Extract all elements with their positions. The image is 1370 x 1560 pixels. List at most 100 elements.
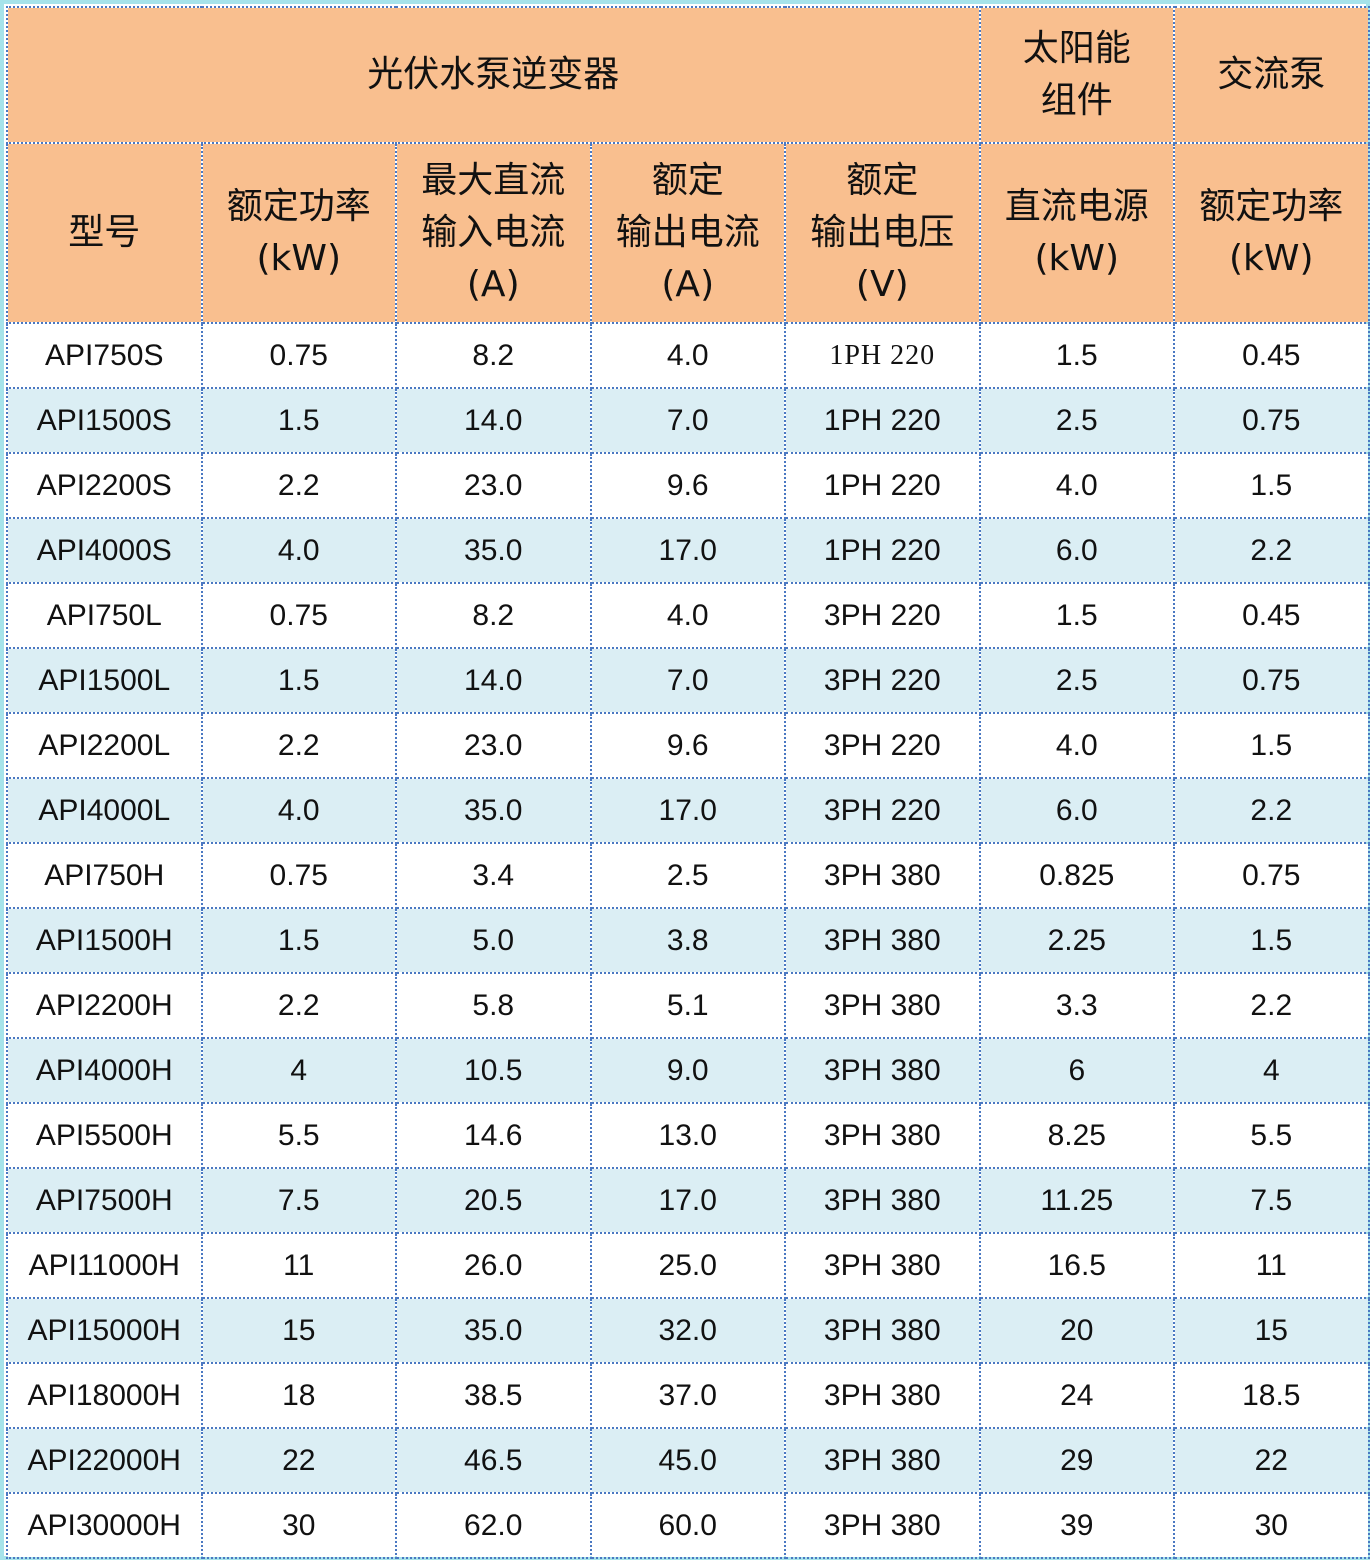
cell-rated-output-current: 2.5 <box>589 842 786 909</box>
column-header-label: 输出电压 <box>810 212 955 253</box>
cell-max-dc-input-current: 62.0 <box>395 1492 592 1559</box>
cell-pump-rated-power: 1.5 <box>1173 452 1370 519</box>
cell-rated-power: 2.2 <box>200 452 397 519</box>
column-header-rated-output-current: 额定 输出电流 (A) <box>589 142 786 324</box>
cell-rated-power: 0.75 <box>200 322 397 389</box>
cell-max-dc-input-current: 5.8 <box>395 972 592 1039</box>
cell-model: API11000H <box>6 1232 203 1299</box>
cell-model: API750L <box>6 582 203 649</box>
cell-rated-power: 1.5 <box>200 387 397 454</box>
cell-dc-power-source: 3.3 <box>978 972 1176 1039</box>
cell-model: API30000H <box>6 1492 203 1559</box>
cell-rated-output-voltage: 3PH 220 <box>784 777 981 844</box>
cell-rated-output-voltage: 1PH 220 <box>784 322 981 389</box>
cell-rated-output-voltage: 3PH 380 <box>784 1037 981 1104</box>
table-row: API750L 0.75 8.2 4.0 3PH 220 1.5 0.45 <box>6 582 1370 649</box>
column-header-label: 输出电流 <box>615 212 760 253</box>
cell-rated-power: 5.5 <box>200 1102 397 1169</box>
column-header-unit: (kW) <box>1229 238 1314 279</box>
cell-dc-power-source: 2.5 <box>978 647 1176 714</box>
column-header-label: 直流电源 <box>1004 186 1149 227</box>
cell-rated-output-current: 9.0 <box>589 1037 786 1104</box>
cell-rated-output-voltage: 3PH 220 <box>784 582 981 649</box>
cell-rated-output-current: 17.0 <box>589 777 786 844</box>
cell-max-dc-input-current: 26.0 <box>395 1232 592 1299</box>
cell-rated-output-current: 60.0 <box>589 1492 786 1559</box>
cell-model: API18000H <box>6 1362 203 1429</box>
cell-model: API7500H <box>6 1167 203 1234</box>
cell-dc-power-source: 4.0 <box>978 452 1176 519</box>
cell-pump-rated-power: 0.45 <box>1173 582 1370 649</box>
cell-rated-power: 4.0 <box>200 517 397 584</box>
cell-rated-output-current: 25.0 <box>589 1232 786 1299</box>
cell-dc-power-source: 2.25 <box>978 907 1176 974</box>
cell-pump-rated-power: 0.75 <box>1173 387 1370 454</box>
table-row: API1500L 1.5 14.0 7.0 3PH 220 2.5 0.75 <box>6 647 1370 714</box>
cell-rated-power: 2.2 <box>200 972 397 1039</box>
table-body: API750S 0.75 8.2 4.0 1PH 220 1.5 0.45 API1500S 1… <box>6 322 1370 1559</box>
cell-rated-output-current: 9.6 <box>589 712 786 779</box>
cell-rated-output-current: 7.0 <box>589 647 786 714</box>
cell-dc-power-source: 20 <box>978 1297 1176 1364</box>
column-header-unit: (A) <box>661 264 715 305</box>
cell-max-dc-input-current: 46.5 <box>395 1427 592 1494</box>
cell-rated-output-current: 7.0 <box>589 387 786 454</box>
cell-model: API5500H <box>6 1102 203 1169</box>
cell-pump-rated-power: 7.5 <box>1173 1167 1370 1234</box>
cell-pump-rated-power: 2.2 <box>1173 972 1370 1039</box>
cell-pump-rated-power: 2.2 <box>1173 777 1370 844</box>
cell-rated-output-current: 13.0 <box>589 1102 786 1169</box>
table-row: API2200H 2.2 5.8 5.1 3PH 380 3.3 2.2 <box>6 972 1370 1039</box>
cell-pump-rated-power: 4 <box>1173 1037 1370 1104</box>
cell-model: API2200H <box>6 972 203 1039</box>
cell-model: API4000S <box>6 517 203 584</box>
cell-pump-rated-power: 2.2 <box>1173 517 1370 584</box>
cell-pump-rated-power: 11 <box>1173 1232 1370 1299</box>
cell-rated-output-current: 4.0 <box>589 322 786 389</box>
cell-model: API2200L <box>6 712 203 779</box>
cell-dc-power-source: 2.5 <box>978 387 1176 454</box>
table-row: API11000H 11 26.0 25.0 3PH 380 16.5 11 <box>6 1232 1370 1299</box>
cell-max-dc-input-current: 14.6 <box>395 1102 592 1169</box>
column-header-label: 额定功率 <box>226 186 371 227</box>
column-header-label: 最大直流 <box>421 160 566 201</box>
cell-dc-power-source: 6 <box>978 1037 1176 1104</box>
cell-dc-power-source: 6.0 <box>978 517 1176 584</box>
cell-pump-rated-power: 22 <box>1173 1427 1370 1494</box>
column-header-label: 输入电流 <box>421 212 566 253</box>
cell-rated-power: 30 <box>200 1492 397 1559</box>
cell-dc-power-source: 8.25 <box>978 1102 1176 1169</box>
cell-dc-power-source: 1.5 <box>978 322 1176 389</box>
column-header-unit: (A) <box>466 264 520 305</box>
cell-max-dc-input-current: 8.2 <box>395 582 592 649</box>
cell-dc-power-source: 24 <box>978 1362 1176 1429</box>
table-row: API15000H 15 35.0 32.0 3PH 380 20 15 <box>6 1297 1370 1364</box>
group-header-solar-line1: 太阳能 <box>1022 28 1131 69</box>
cell-dc-power-source: 4.0 <box>978 712 1176 779</box>
group-header-solar-line2: 组件 <box>1040 80 1113 121</box>
cell-pump-rated-power: 18.5 <box>1173 1362 1370 1429</box>
group-header-ac-pump-label: 交流泵 <box>1217 54 1326 95</box>
cell-rated-power: 22 <box>200 1427 397 1494</box>
table-row: API4000L 4.0 35.0 17.0 3PH 220 6.0 2.2 <box>6 777 1370 844</box>
column-header-unit: (V) <box>855 264 909 305</box>
cell-max-dc-input-current: 38.5 <box>395 1362 592 1429</box>
table-row: API7500H 7.5 20.5 17.0 3PH 380 11.25 7.5 <box>6 1167 1370 1234</box>
column-header-pump-rated-power: 额定功率 (kW) <box>1173 142 1370 324</box>
cell-max-dc-input-current: 35.0 <box>395 777 592 844</box>
cell-rated-output-voltage: 3PH 220 <box>784 647 981 714</box>
cell-rated-output-current: 17.0 <box>589 1167 786 1234</box>
table-row: API18000H 18 38.5 37.0 3PH 380 24 18.5 <box>6 1362 1370 1429</box>
group-header-inverter: 光伏水泵逆变器 <box>6 6 981 144</box>
cell-rated-power: 0.75 <box>200 582 397 649</box>
cell-dc-power-source: 1.5 <box>978 582 1176 649</box>
cell-rated-output-voltage: 3PH 380 <box>784 1102 981 1169</box>
cell-model: API1500S <box>6 387 203 454</box>
cell-rated-power: 18 <box>200 1362 397 1429</box>
table-row: API750H 0.75 3.4 2.5 3PH 380 0.825 0.75 <box>6 842 1370 909</box>
cell-max-dc-input-current: 20.5 <box>395 1167 592 1234</box>
cell-model: API2200S <box>6 452 203 519</box>
cell-rated-output-current: 45.0 <box>589 1427 786 1494</box>
table-row: API4000H 4 10.5 9.0 3PH 380 6 4 <box>6 1037 1370 1104</box>
